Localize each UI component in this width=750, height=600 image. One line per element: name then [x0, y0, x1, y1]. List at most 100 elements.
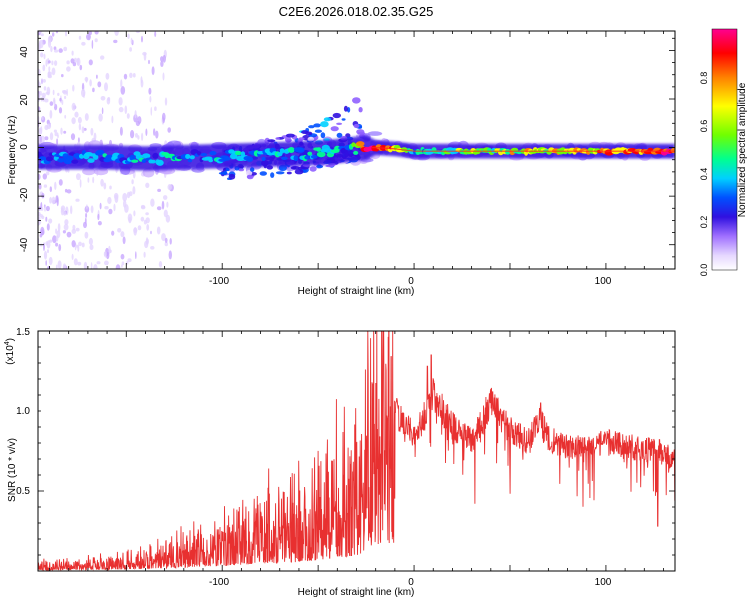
spectrogram-speckle — [132, 186, 136, 195]
spectrogram-speckle — [129, 72, 133, 79]
spectrogram-speckle — [103, 182, 107, 190]
spectrogram-halo — [367, 131, 383, 136]
colorbar-gradient — [711, 28, 738, 271]
spectrogram-speckle — [117, 228, 122, 233]
spectrogram-speckle — [38, 40, 41, 50]
spectrogram-speckle — [40, 33, 44, 37]
spectrogram-speckle — [129, 47, 133, 52]
spectrogram-speckle — [38, 93, 41, 103]
spectrogram-ridge-blob — [287, 147, 295, 153]
spectrogram-speckle — [160, 56, 164, 62]
spectrogram-speckle — [38, 211, 41, 217]
spectrogram-speckle — [134, 110, 137, 119]
spectrogram-speckle — [58, 48, 63, 53]
spectrogram-branch-blob — [314, 129, 322, 133]
spectrogram-speckle — [93, 264, 98, 269]
spectrogram-xtick-label: 0 — [408, 276, 414, 287]
spectrogram-speckle — [135, 251, 137, 260]
spectrogram-speckle — [94, 31, 99, 35]
spectrogram-speckle — [113, 192, 119, 200]
spectrogram-branch-blob — [332, 112, 341, 119]
spectrogram-speckle — [81, 41, 86, 46]
spectrogram-speckle — [52, 89, 55, 96]
spectrogram-speckle — [148, 59, 150, 65]
spectrogram-branch-blob — [320, 132, 326, 139]
spectrogram-speckle — [111, 230, 115, 236]
spectrogram-speckle — [150, 230, 152, 235]
spectrogram-speckle — [92, 176, 95, 184]
spectrogram-speckle — [77, 116, 82, 124]
spectrogram-speckle — [71, 253, 74, 260]
spectrogram-speckle — [88, 59, 93, 66]
spectrogram-speckle — [98, 113, 103, 122]
spectrogram-speckle — [130, 37, 133, 45]
spectrogram-speckle — [100, 55, 105, 60]
snr-ytick-label: 0.5 — [16, 486, 30, 497]
spectrogram-speckle — [83, 91, 85, 99]
spectrogram-speckle — [115, 264, 121, 269]
spectrogram-speckle — [61, 74, 64, 78]
spectrogram-speckle — [151, 66, 155, 76]
spectrogram-branch-blob — [343, 105, 348, 112]
spectrogram-speckle — [158, 261, 163, 268]
spectrogram-speckle — [40, 135, 42, 144]
spectrogram-speckle — [109, 185, 112, 190]
spectrogram-speckle — [55, 242, 59, 247]
spectrogram-speckle — [168, 250, 172, 260]
spectrogram-speckle — [167, 127, 171, 133]
spectrogram-ylabel: Frequency (Hz) — [7, 116, 18, 185]
spectrogram-branch-blob — [309, 166, 317, 172]
spectrogram-speckle — [55, 235, 59, 242]
spectrogram-speckle — [127, 213, 133, 222]
spectrogram-ridge-blob — [129, 154, 136, 161]
spectrogram-ytick-label: -20 — [19, 187, 30, 202]
spectrogram-branch-blob — [267, 139, 276, 143]
spectrogram-speckle — [133, 227, 138, 234]
spectrogram-speckle — [143, 251, 146, 258]
spectrogram-speckle — [53, 46, 57, 51]
spectrogram-speckle — [66, 231, 72, 238]
spectrogram-branch-blob — [357, 131, 366, 135]
svg-text:(x104): (x104) — [4, 338, 16, 365]
spectrogram-speckle — [126, 113, 130, 119]
spectrogram-branch-blob — [305, 131, 313, 136]
spectrogram-speckle — [62, 90, 67, 94]
spectrogram-ridge-blob — [356, 141, 365, 147]
spectrogram-speckle — [107, 97, 111, 101]
spectrogram-ridge-blob — [208, 158, 214, 163]
spectrogram-speckle — [120, 253, 125, 260]
spectrogram-speckle — [40, 202, 43, 210]
spectrogram-speckle — [77, 261, 82, 266]
spectrogram-speckle — [113, 39, 118, 44]
snr-ylabel: SNR (10 * v/v) — [7, 438, 18, 502]
spectrogram-branch-blob — [292, 166, 297, 170]
snr-ytick-label: 1.0 — [16, 406, 30, 417]
spectrogram-speckle — [96, 261, 101, 265]
snr-ytick-label: 1.5 — [16, 327, 30, 338]
spectrogram-branch-blob — [330, 126, 339, 132]
spectrogram-branch-blob — [323, 117, 331, 122]
spectrogram-speckle — [81, 126, 85, 134]
spectrogram-speckle — [108, 208, 113, 215]
spectrogram-speckle — [153, 128, 156, 136]
spectrogram-speckle — [38, 183, 42, 190]
spectrogram-speckle — [140, 216, 145, 222]
spectrogram-ytick-label: 20 — [19, 94, 30, 106]
spectrogram-speckle — [72, 84, 75, 92]
spectrogram-speckle — [104, 206, 109, 210]
spectrogram-speckle — [66, 88, 68, 97]
spectrogram-ridge-blob — [230, 153, 238, 160]
spectrogram-speckle — [50, 46, 53, 53]
spectrogram-speckle — [150, 106, 153, 116]
spectrogram-speckle — [43, 250, 48, 260]
spectrogram-speckle — [45, 171, 50, 176]
spectrogram-speckle — [63, 46, 68, 52]
spectrogram-speckle — [44, 136, 49, 141]
spectrogram-ridge-blob — [187, 158, 193, 163]
spectrogram-speckle — [77, 137, 80, 143]
spectrogram-speckle — [52, 235, 57, 244]
spectrogram-ytick-label: 0 — [19, 144, 30, 150]
spectrogram-speckle — [99, 202, 102, 210]
snr-xlabel: Height of straight line (km) — [298, 587, 415, 598]
